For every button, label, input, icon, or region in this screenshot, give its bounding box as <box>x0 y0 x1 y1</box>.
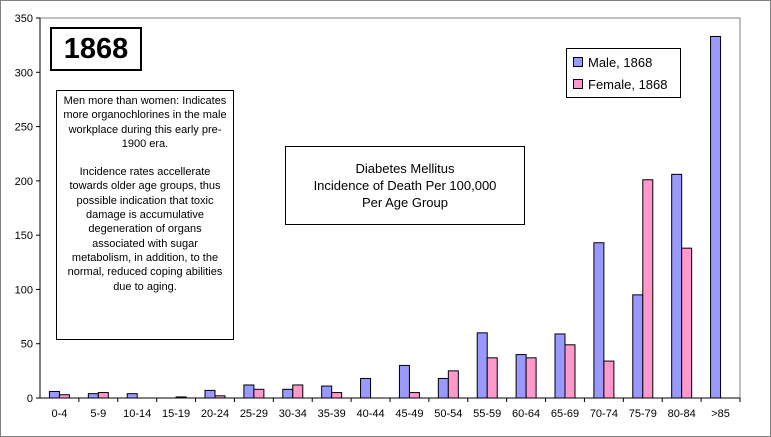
x-tick-label: 0-4 <box>51 408 67 420</box>
bar-male <box>632 294 644 399</box>
x-tick-label: 55-59 <box>473 408 501 420</box>
annotation-paragraph-2: Incidence rates accellerate towards olde… <box>67 166 223 293</box>
bar-female <box>292 384 304 399</box>
x-tick-label: 35-39 <box>318 408 346 420</box>
bar-male <box>398 364 410 399</box>
bar-female <box>486 357 498 399</box>
chart-title-line-3: Per Age Group <box>362 195 448 210</box>
x-tick-label: 75-79 <box>629 408 657 420</box>
bar-male <box>593 242 605 399</box>
bar-male <box>671 173 683 399</box>
bar-male <box>282 388 294 399</box>
bar-male <box>126 393 138 399</box>
legend-label-female: Female, 1868 <box>588 76 668 92</box>
bar-female <box>525 357 537 399</box>
bar-male <box>515 354 527 399</box>
legend-label-male: Male, 1868 <box>588 54 653 70</box>
x-tick-label: 65-69 <box>551 408 579 420</box>
x-tick-label: 50-54 <box>434 408 462 420</box>
bar-female <box>681 247 693 399</box>
legend: Male, 1868 Female, 1868 <box>566 48 681 98</box>
bar-female <box>603 360 615 399</box>
annotation-paragraph-1: Men more than women: Indicates more orga… <box>63 95 227 150</box>
annotation-box: Men more than women: Indicates more orga… <box>56 90 234 340</box>
x-tick-label: 5-9 <box>90 408 106 420</box>
x-tick-label: 10-14 <box>123 408 151 420</box>
x-tick-label: 80-84 <box>668 408 696 420</box>
bar-male <box>87 393 99 399</box>
x-tick-label: 25-29 <box>240 408 268 420</box>
legend-swatch-male <box>573 57 583 67</box>
bar-male <box>48 390 60 399</box>
bar-male <box>437 377 449 399</box>
chart-title-box: Diabetes Mellitus Incidence of Death Per… <box>285 146 525 225</box>
bar-male <box>360 377 372 399</box>
x-tick-label: 30-34 <box>279 408 307 420</box>
bar-male <box>204 389 216 399</box>
x-tick-label: 15-19 <box>162 408 190 420</box>
x-tick-label: 45-49 <box>395 408 423 420</box>
x-tick-label: >85 <box>711 408 730 420</box>
y-tick-label: 300 <box>15 67 33 79</box>
x-tick-label: 40-44 <box>356 408 384 420</box>
y-tick-label: 100 <box>15 284 33 296</box>
bar-male <box>243 384 255 399</box>
bar-male <box>554 333 566 399</box>
bar-female <box>97 392 109 399</box>
y-tick-label: 150 <box>15 230 33 242</box>
bar-male <box>321 385 333 399</box>
bar-female <box>331 392 343 399</box>
y-tick-label: 0 <box>27 393 33 405</box>
x-tick-label: 60-64 <box>512 408 540 420</box>
legend-item-female: Female, 1868 <box>573 75 668 93</box>
bar-female <box>408 392 420 399</box>
year-label: 1868 <box>63 32 129 65</box>
legend-item-male: Male, 1868 <box>573 53 652 71</box>
bar-female <box>564 344 576 399</box>
y-tick-label: 50 <box>21 339 33 351</box>
y-tick-label: 250 <box>15 122 33 134</box>
bar-female <box>642 179 654 399</box>
bar-male <box>476 332 488 399</box>
year-label-box: 1868 <box>50 27 142 71</box>
x-tick-label: 20-24 <box>201 408 229 420</box>
y-tick-label: 200 <box>15 176 33 188</box>
chart-title-line-2: Incidence of Death Per 100,000 <box>313 178 497 193</box>
bar-female <box>447 370 459 399</box>
y-tick-label: 350 <box>15 13 33 25</box>
x-tick-label: 70-74 <box>590 408 618 420</box>
legend-swatch-female <box>573 79 583 89</box>
bar-male <box>710 35 722 399</box>
bar-female <box>253 388 265 399</box>
chart-title-line-1: Diabetes Mellitus <box>355 161 455 176</box>
